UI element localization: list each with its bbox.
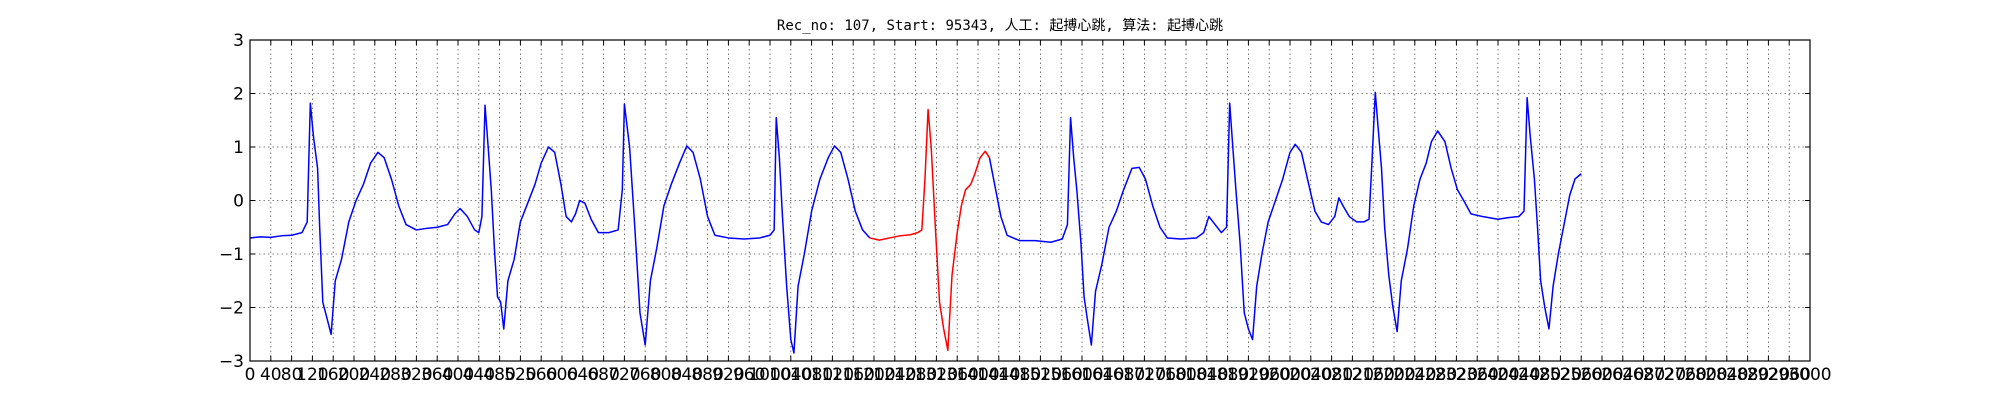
x-tick-label-61: 2440 (1497, 365, 1540, 385)
x-tick-label-75: 3000 (1788, 365, 1831, 385)
x-tick-label-21: 840 (671, 365, 703, 385)
y-tick-label-5: 2 (233, 85, 244, 105)
x-tick-label-9: 360 (421, 365, 453, 385)
x-tick-label-35: 1400 (956, 365, 999, 385)
x-axis: 0 40 8012016020024028032036040044048052056… (245, 40, 1832, 385)
x-tick-label-40: 1600 (1060, 365, 1103, 385)
x-tick-label-29: 1160 (832, 365, 875, 385)
x-tick-label-54: 2160 (1352, 365, 1395, 385)
x-tick-label-49: 1960 (1248, 365, 1291, 385)
x-tick-label-0: 0 (245, 365, 256, 385)
x-tick-label-27: 1080 (790, 365, 833, 385)
x-tick-label-8: 320 (400, 365, 432, 385)
series-line-2 (988, 91, 1582, 346)
x-tick-label-26: 1040 (769, 365, 812, 385)
chart-title: Rec_no: 107, Start: 95343, 人工: 起搏心跳, 算法:… (777, 17, 1223, 34)
x-tick-label-57: 2280 (1414, 365, 1457, 385)
x-tick-label-22: 880 (691, 365, 723, 385)
x-tick-label-46: 1840 (1185, 365, 1228, 385)
x-tick-label-69: 2760 (1664, 365, 1707, 385)
x-tick-label-44: 1760 (1144, 365, 1187, 385)
x-tick-label-36: 1440 (977, 365, 1020, 385)
x-tick-label-38: 1520 (1019, 365, 1062, 385)
x-tick-label-19: 760 (629, 365, 661, 385)
x-tick-label-15: 600 (546, 365, 578, 385)
x-tick-label-41: 1640 (1081, 365, 1124, 385)
y-tick-label-6: 3 (233, 31, 244, 51)
x-tick-label-5: 200 (338, 365, 370, 385)
x-tick-label-42: 1680 (1102, 365, 1145, 385)
x-tick-label-3: 120 (296, 365, 328, 385)
x-tick-label-31: 1240 (873, 365, 916, 385)
x-tick-label-18: 720 (608, 365, 640, 385)
x-tick-label-65: 2600 (1580, 365, 1623, 385)
x-tick-label-1: 40 (260, 365, 282, 385)
x-tick-label-10: 400 (442, 365, 474, 385)
x-tick-label-53: 2120 (1331, 365, 1374, 385)
x-tick-label-37: 1480 (998, 365, 1041, 385)
x-tick-label-51: 2040 (1289, 365, 1332, 385)
x-tick-label-63: 2520 (1539, 365, 1582, 385)
x-tick-label-66: 2640 (1601, 365, 1644, 385)
x-tick-label-2: 80 (281, 365, 303, 385)
x-tick-label-68: 2720 (1643, 365, 1686, 385)
x-tick-label-20: 800 (650, 365, 682, 385)
y-tick-label-1: −2 (219, 299, 244, 319)
x-tick-label-11: 440 (463, 365, 495, 385)
series-line-0 (249, 102, 871, 354)
x-tick-label-12: 480 (483, 365, 515, 385)
x-tick-label-4: 160 (317, 365, 349, 385)
x-tick-label-56: 2240 (1393, 365, 1436, 385)
x-tick-label-52: 2080 (1310, 365, 1353, 385)
y-axis: −3 −2 −1 0 1 2 3 (219, 31, 1810, 372)
y-tick-label-3: 0 (233, 192, 244, 212)
x-tick-label-70: 2800 (1684, 365, 1727, 385)
x-tick-label-33: 1320 (915, 365, 958, 385)
y-tick-label-4: 1 (233, 138, 244, 158)
x-tick-label-71: 2840 (1705, 365, 1748, 385)
x-tick-label-50: 2000 (1268, 365, 1311, 385)
x-tick-label-25: 1000 (748, 365, 791, 385)
x-tick-label-14: 560 (525, 365, 557, 385)
x-tick-label-39: 1560 (1040, 365, 1083, 385)
series-line-1 (869, 108, 991, 352)
y-tick-label-0: −3 (219, 352, 244, 372)
x-tick-label-64: 2560 (1560, 365, 1603, 385)
x-tick-label-17: 680 (587, 365, 619, 385)
x-tick-label-48: 1920 (1227, 365, 1270, 385)
x-tick-label-67: 2680 (1622, 365, 1665, 385)
x-tick-label-6: 240 (359, 365, 391, 385)
x-tick-label-45: 1800 (1164, 365, 1207, 385)
x-tick-label-72: 2880 (1726, 365, 1769, 385)
y-tick-label-2: −1 (219, 245, 244, 265)
x-tick-label-58: 2320 (1435, 365, 1478, 385)
x-tick-label-13: 520 (504, 365, 536, 385)
x-tick-label-16: 640 (567, 365, 599, 385)
x-tick-label-23: 920 (712, 365, 744, 385)
grid-lines (250, 40, 1810, 361)
x-tick-label-47: 1880 (1206, 365, 1249, 385)
x-tick-label-62: 2480 (1518, 365, 1561, 385)
x-tick-label-30: 1200 (852, 365, 895, 385)
series-layer (249, 91, 1582, 354)
x-tick-label-55: 2200 (1372, 365, 1415, 385)
x-tick-label-60: 2400 (1476, 365, 1519, 385)
x-tick-label-59: 2360 (1456, 365, 1499, 385)
x-tick-label-24: 960 (733, 365, 765, 385)
x-tick-label-73: 2920 (1747, 365, 1790, 385)
x-tick-label-28: 1120 (811, 365, 854, 385)
x-tick-label-43: 1720 (1123, 365, 1166, 385)
x-tick-label-7: 280 (379, 365, 411, 385)
x-tick-label-34: 1360 (936, 365, 979, 385)
x-tick-label-32: 1280 (894, 365, 937, 385)
x-tick-label-74: 2960 (1768, 365, 1811, 385)
